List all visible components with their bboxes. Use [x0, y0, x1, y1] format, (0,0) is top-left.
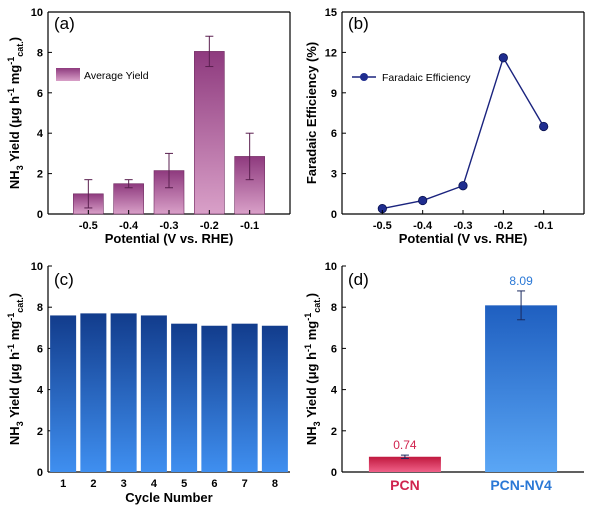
panel-label: (b) [348, 14, 369, 33]
bar [140, 315, 167, 472]
x-tick-label: -0.5 [373, 220, 392, 232]
x-tick-label: -0.4 [413, 220, 433, 232]
y-tick-label: 12 [325, 47, 337, 59]
bar [261, 325, 288, 472]
legend-marker [360, 73, 368, 81]
y-tick-label: 6 [37, 343, 43, 355]
y-tick-label: 10 [31, 7, 43, 19]
y-tick-label: 4 [37, 128, 44, 140]
data-point [539, 121, 549, 132]
x-tick-label: 8 [272, 478, 278, 490]
bar [201, 325, 228, 472]
x-tick-label: -0.3 [160, 220, 179, 232]
bar [110, 313, 137, 472]
y-tick-label: 2 [37, 426, 43, 438]
x-tick-label: 4 [151, 478, 158, 490]
bar [368, 456, 441, 472]
bar [113, 183, 144, 215]
y-tick-label: 0 [331, 209, 337, 221]
data-label: 8.09 [509, 274, 533, 288]
x-tick-label: -0.1 [534, 220, 553, 232]
y-axis-label: NH3 Yield (μg h-1 mg-1cat.) [6, 293, 25, 445]
y-tick-label: 9 [331, 88, 337, 100]
x-tick-label: PCN-NV4 [490, 477, 552, 493]
legend-label: Faradaic Efficiency [382, 72, 471, 84]
bar [485, 305, 558, 472]
x-tick-label: -0.5 [79, 220, 98, 232]
y-tick-label: 6 [331, 128, 337, 140]
x-tick-label: PCN [390, 477, 420, 493]
panel-label: (a) [54, 14, 75, 33]
panel-label: (c) [54, 270, 74, 289]
x-axis-label: Cycle Number [125, 490, 212, 505]
y-axis-label: NH3 Yield (μg h-1 mg-1cat.) [6, 37, 25, 189]
y-tick-label: 6 [331, 343, 337, 355]
x-axis-label: Potential (V vs. RHE) [105, 231, 234, 246]
x-tick-label: 1 [60, 478, 66, 490]
data-point [458, 181, 468, 191]
panel-d: 0 2 4 6 8 10 0.74 PCN 8.09 PCN-NV4 (d) NH3 Yield (μ… [303, 261, 584, 493]
y-tick-label: 2 [37, 169, 43, 181]
panel-b: 0 3 6 9 12 15 -0.5 -0.4 -0.3 -0.2 -0.1 (b) Faradaic … [304, 7, 585, 246]
y-tick-label: 2 [331, 426, 337, 438]
y-tick-label: 3 [331, 169, 337, 181]
legend-swatch [56, 68, 80, 81]
y-tick-label: 15 [325, 7, 337, 19]
panel-label: (d) [348, 270, 369, 289]
y-tick-label: 10 [31, 261, 43, 273]
x-tick-label: 5 [181, 478, 187, 490]
y-tick-label: 0 [331, 467, 337, 479]
panel-a: 0 2 4 6 8 10 -0.5 -0.4 -0.3 -0.2 -0.1 (a) Average Yi… [6, 7, 291, 246]
y-tick-label: 8 [37, 47, 43, 59]
x-tick-label: -0.3 [454, 220, 473, 232]
y-tick-label: 10 [325, 261, 337, 273]
y-axis-label: Faradaic Efficiency (%) [304, 42, 319, 184]
x-tick-label: -0.1 [240, 220, 259, 232]
x-tick-label: -0.2 [200, 220, 219, 232]
legend-label: Average Yield [84, 70, 149, 82]
bar [80, 313, 107, 472]
y-axis-label: NH3 Yield (μg h-1 mg-1cat.) [303, 293, 322, 445]
x-axis-label: Potential (V vs. RHE) [399, 231, 528, 246]
x-tick-label: 6 [211, 478, 217, 490]
y-tick-label: 8 [37, 302, 43, 314]
data-label: 0.74 [393, 438, 417, 452]
x-tick-label: 3 [121, 478, 127, 490]
y-tick-label: 0 [37, 467, 43, 479]
y-tick-label: 0 [37, 209, 43, 221]
y-tick-label: 4 [331, 385, 338, 397]
bar [231, 323, 258, 472]
data-point [498, 53, 508, 63]
x-tick-label: 7 [242, 478, 248, 490]
y-tick-label: 6 [37, 88, 43, 100]
bar [171, 323, 198, 472]
x-tick-label: -0.4 [119, 220, 139, 232]
y-tick-label: 4 [37, 385, 44, 397]
bar [50, 315, 77, 472]
y-tick-label: 8 [331, 302, 337, 314]
data-point [418, 195, 428, 206]
x-tick-label: -0.2 [494, 220, 513, 232]
x-tick-label: 2 [90, 478, 96, 490]
bar [194, 51, 225, 215]
